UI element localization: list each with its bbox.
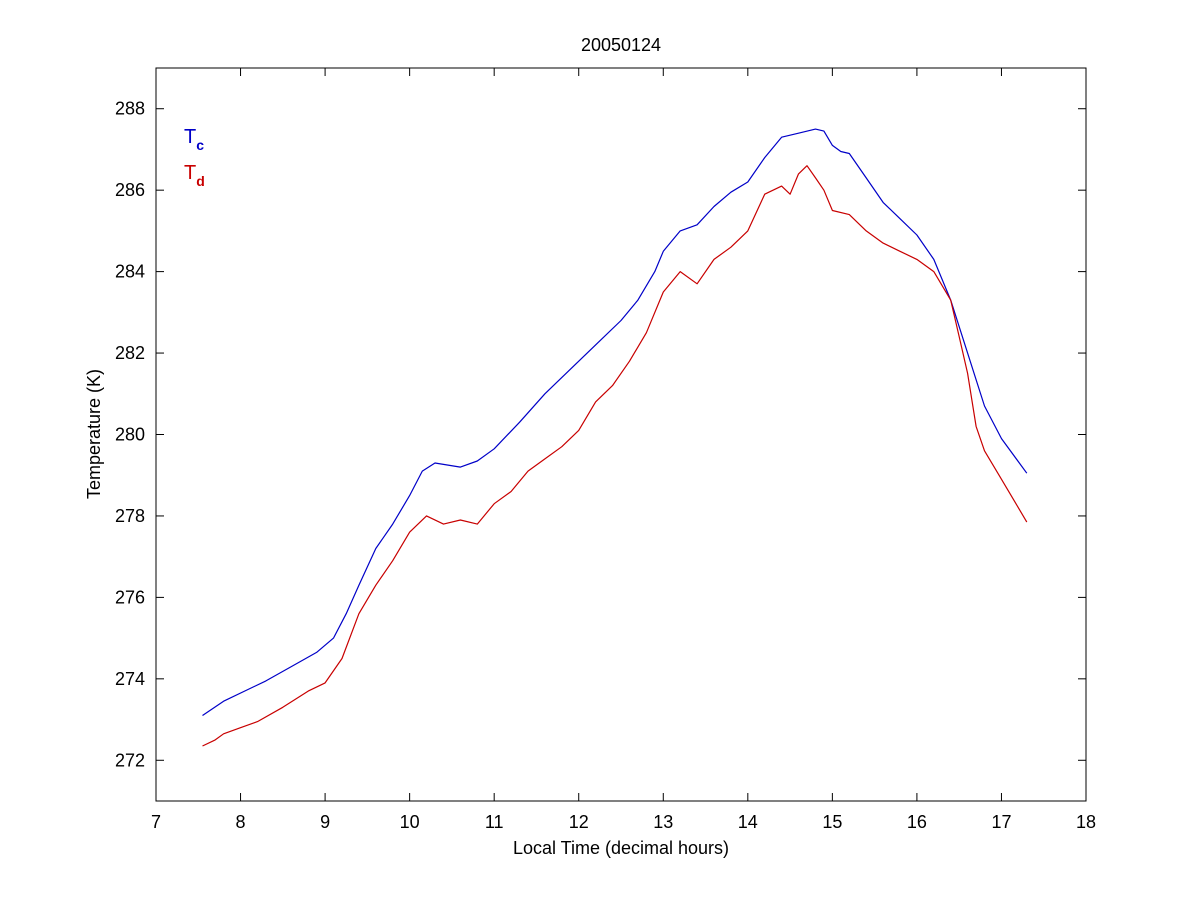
x-tick-label: 10 (400, 812, 420, 832)
legend-entry-td: Td (184, 162, 205, 189)
chart-title: 20050124 (581, 35, 661, 55)
series-line-tc (202, 128, 1028, 716)
y-tick-label: 284 (115, 262, 145, 282)
x-tick-label: 18 (1076, 812, 1096, 832)
x-tick-label: 16 (907, 812, 927, 832)
x-axis-label: Local Time (decimal hours) (513, 838, 729, 858)
series-lines (202, 128, 1028, 747)
y-tick-label: 278 (115, 506, 145, 526)
legend-entry-tc: Tc (184, 126, 204, 153)
y-tick-label: 280 (115, 425, 145, 445)
legend-label-main: T (184, 162, 196, 184)
legend-label-subscript: d (196, 173, 205, 189)
y-tick-label: 276 (115, 587, 145, 607)
y-tick-label: 286 (115, 180, 145, 200)
y-axis-label: Temperature (K) (84, 369, 104, 499)
legend-label-subscript: c (196, 137, 204, 153)
y-tick-label: 288 (115, 99, 145, 119)
x-tick-label: 15 (822, 812, 842, 832)
x-tick-label: 14 (738, 812, 758, 832)
y-tick-label: 282 (115, 343, 145, 363)
y-tick-label: 272 (115, 750, 145, 770)
x-tick-label: 17 (991, 812, 1011, 832)
x-tick-label: 7 (151, 812, 161, 832)
x-tick-label: 9 (320, 812, 330, 832)
x-tick-label: 11 (485, 812, 504, 832)
x-tick-label: 12 (569, 812, 589, 832)
axis-ticks: 7 8 9 10 11 12 13 14 15 16 17 18 272 274 276 278 280 282 2… (115, 68, 1096, 832)
plot-area (155, 67, 1087, 802)
series-line-td (202, 165, 1028, 747)
y-tick-label: 274 (115, 669, 145, 689)
x-tick-label: 13 (653, 812, 673, 832)
legend-label-main: T (184, 126, 196, 148)
x-tick-label: 8 (236, 812, 246, 832)
